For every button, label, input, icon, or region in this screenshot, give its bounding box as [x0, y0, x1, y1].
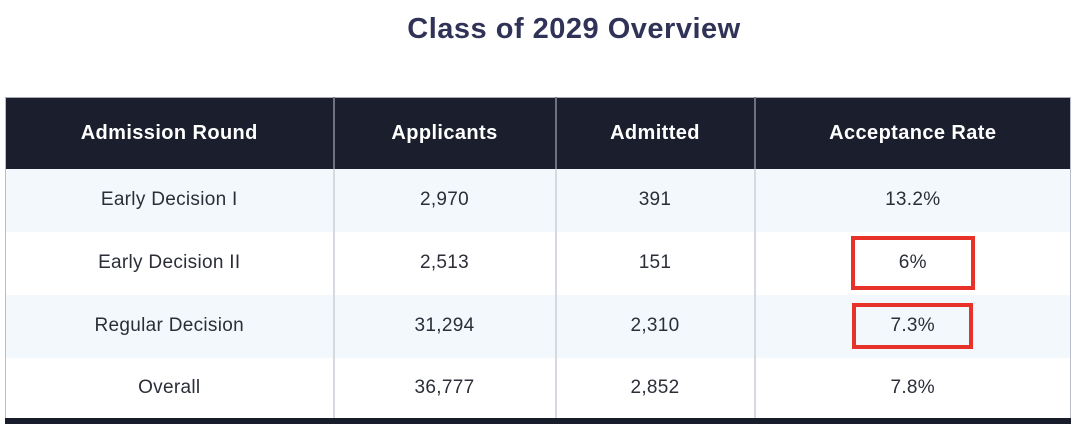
- admission-round-cell: Early Decision I: [5, 168, 334, 232]
- highlight-box: 7.3%: [852, 303, 973, 349]
- acceptance-rate-value: 7.8%: [890, 376, 935, 398]
- column-header-applicants: Applicants: [332, 97, 556, 169]
- table-header-row: Admission Round Applicants Admitted Acce…: [5, 97, 1071, 169]
- table-row: Overall 36,777 2,852 7.8%: [5, 357, 1071, 421]
- column-header-admitted: Admitted: [554, 97, 755, 169]
- table-row: Early Decision I 2,970 391 13.2%: [5, 168, 1071, 232]
- admitted-cell: 391: [554, 168, 755, 232]
- admission-round-cell: Regular Decision: [5, 294, 334, 358]
- table-row: Early Decision II 2,513 151 6%: [5, 231, 1071, 295]
- page-title: Class of 2029 Overview: [407, 13, 741, 45]
- admitted-cell: 151: [554, 231, 755, 295]
- applicants-cell: 36,777: [332, 357, 556, 421]
- acceptance-rate-cell: 13.2%: [753, 168, 1071, 232]
- applicants-cell: 2,970: [332, 168, 556, 232]
- acceptance-rate-cell: 7.3%: [753, 294, 1071, 358]
- applicants-cell: 2,513: [332, 231, 556, 295]
- column-header-acceptance-rate: Acceptance Rate: [753, 97, 1071, 169]
- applicants-cell: 31,294: [332, 294, 556, 358]
- acceptance-rate-value: 7.3%: [890, 315, 935, 336]
- column-header-admission-round: Admission Round: [5, 97, 334, 169]
- highlight-box: 6%: [850, 236, 975, 290]
- table-row: Regular Decision 31,294 2,310 7.3%: [5, 294, 1071, 358]
- acceptance-rate-cell: 7.8%: [753, 357, 1071, 421]
- admission-round-cell: Early Decision II: [5, 231, 334, 295]
- acceptance-rate-value: 13.2%: [885, 189, 941, 210]
- admitted-cell: 2,310: [554, 294, 755, 358]
- admitted-cell: 2,852: [554, 357, 755, 421]
- acceptance-rate-cell: 6%: [753, 231, 1071, 295]
- admission-round-cell: Overall: [5, 357, 334, 421]
- admissions-table: Admission Round Applicants Admitted Acce…: [5, 97, 1071, 424]
- acceptance-rate-value: 6%: [898, 252, 927, 273]
